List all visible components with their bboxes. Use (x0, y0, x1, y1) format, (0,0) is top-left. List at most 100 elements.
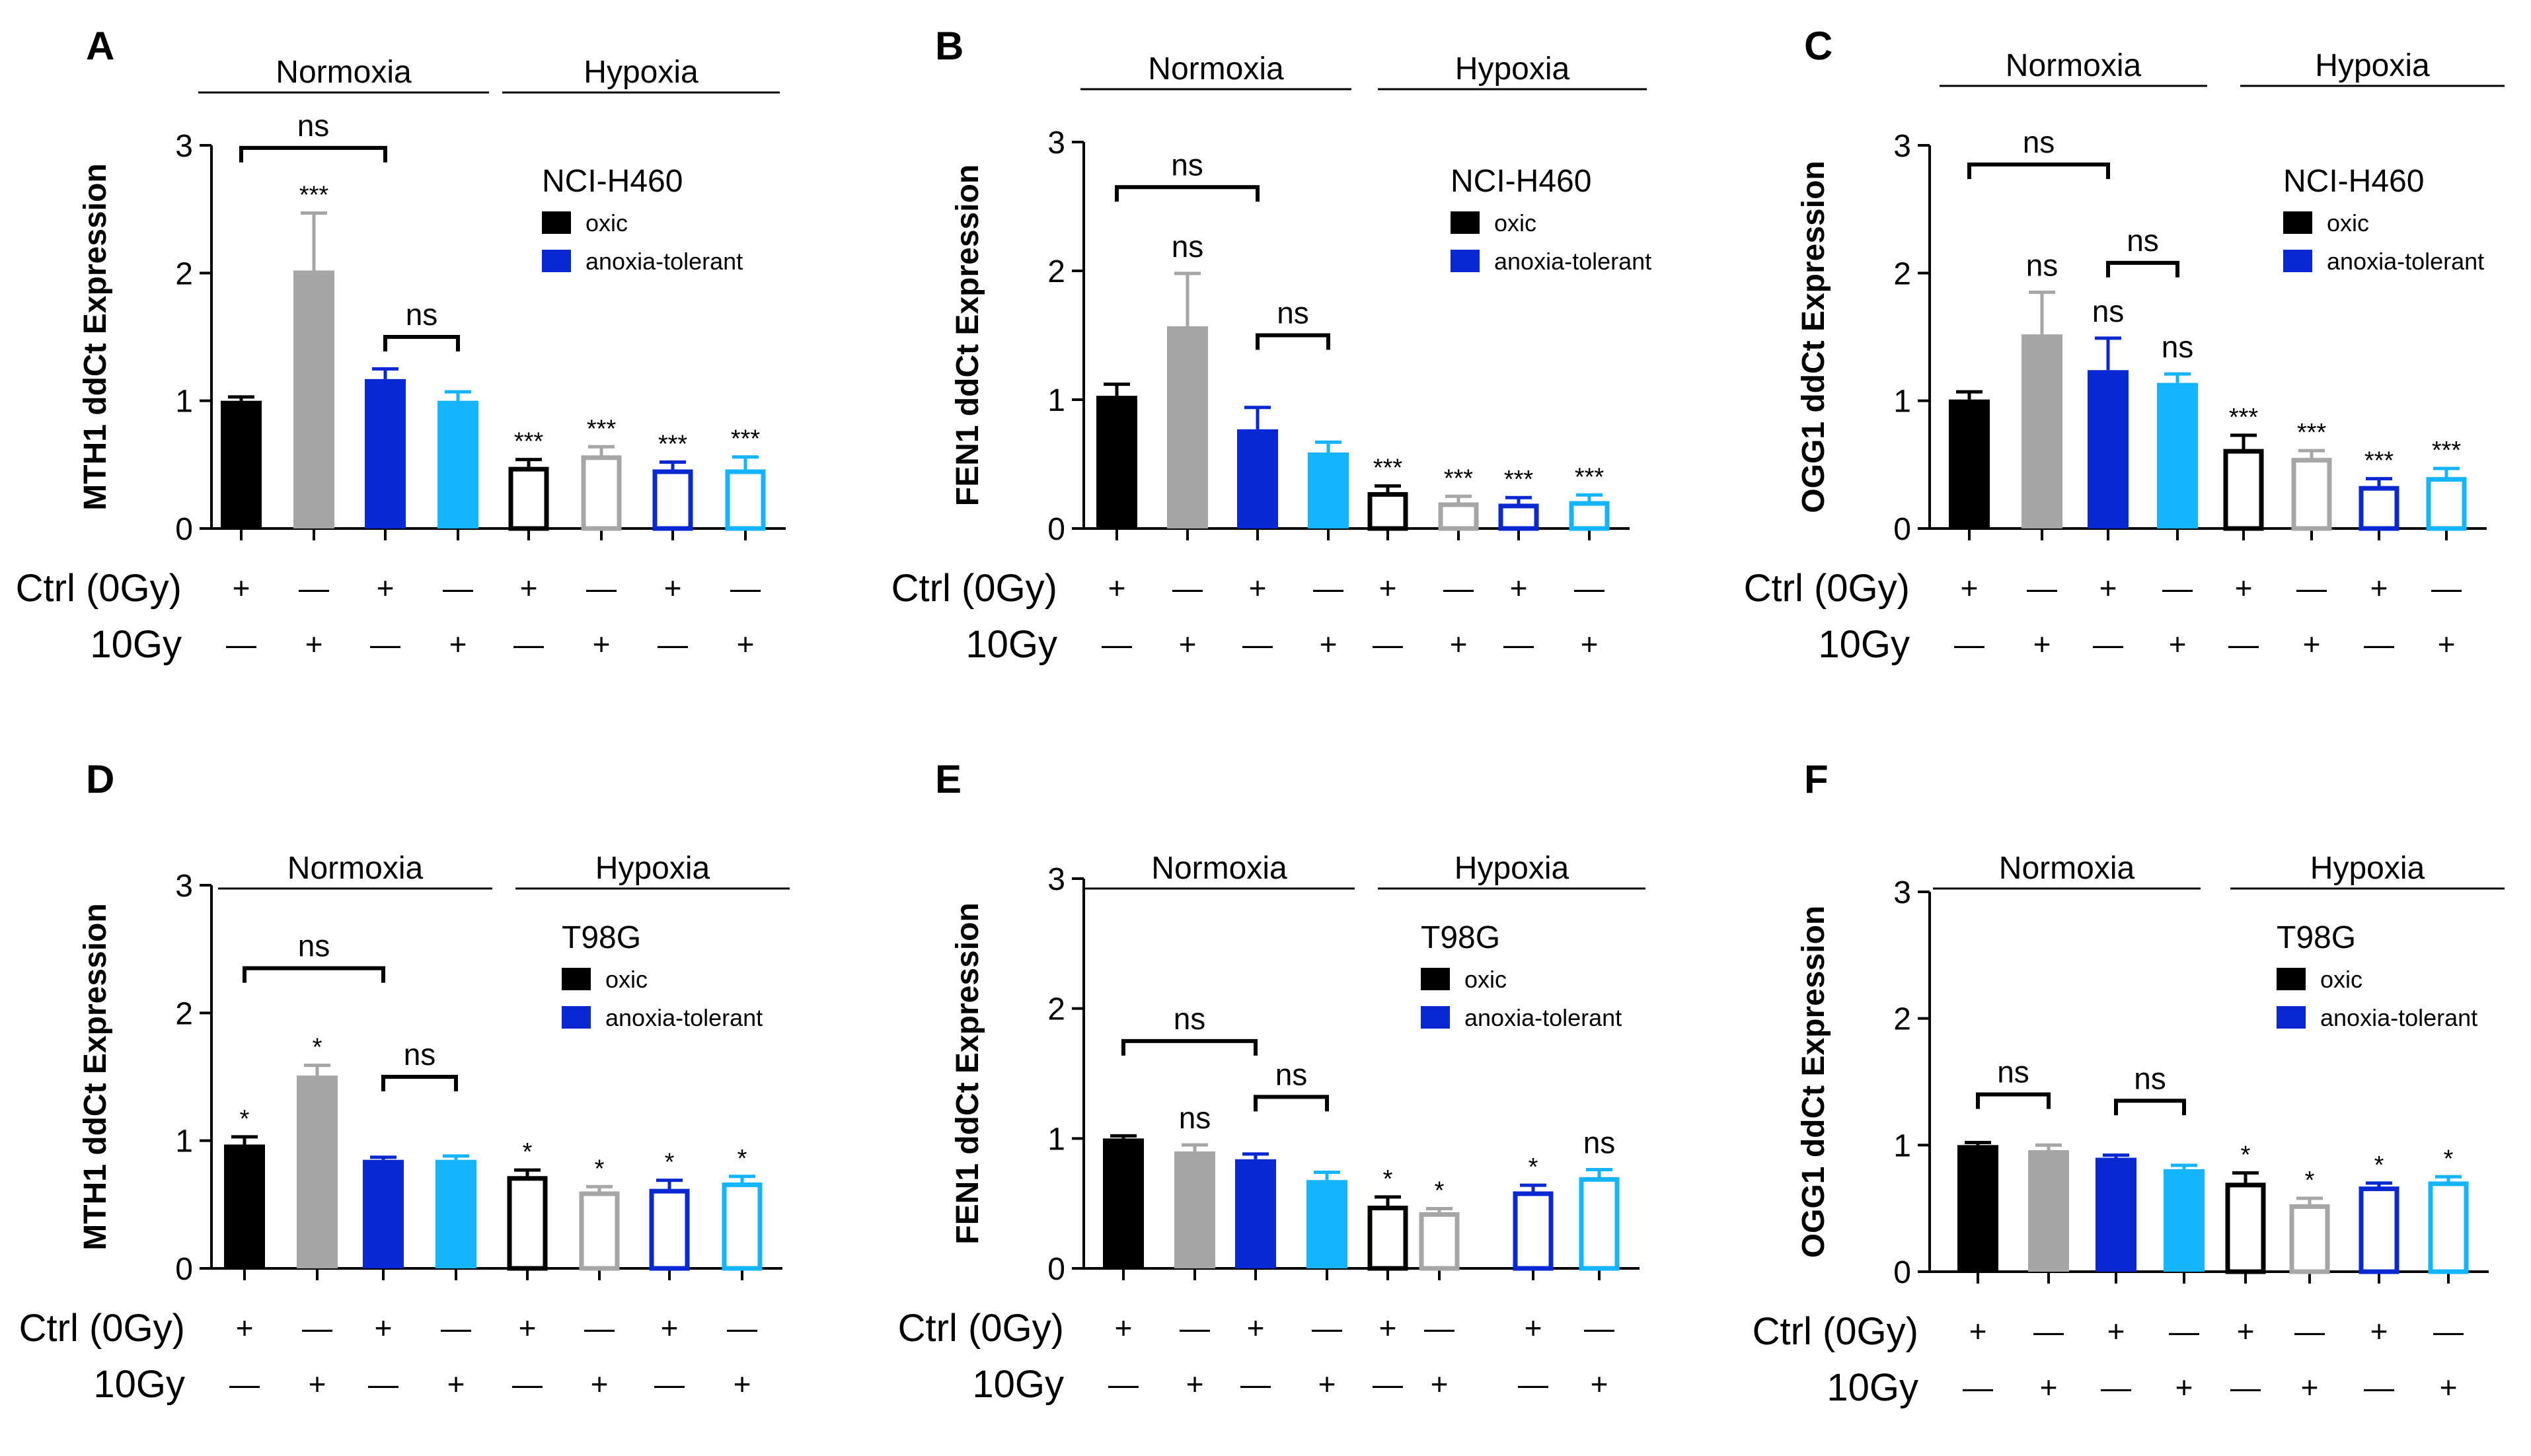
significance-label: ns (1179, 1101, 1211, 1135)
legend-swatch (542, 211, 571, 234)
significance-label: * (737, 1145, 747, 1173)
gy-sign: — (1240, 1367, 1271, 1401)
bar (435, 1159, 476, 1268)
gy-sign: + (1581, 627, 1599, 661)
significance-label: *** (2297, 419, 2327, 447)
ctrl-sign: — (2027, 571, 2057, 605)
bracket-label: ns (297, 108, 330, 143)
bar (437, 400, 478, 528)
gy-sign: + (309, 1367, 326, 1401)
gy-row-label: 10Gy (90, 623, 182, 666)
significance-label: * (313, 1034, 322, 1062)
ctrl-sign: — (1443, 571, 1474, 605)
bar (2164, 1169, 2205, 1272)
y-tick-label: 1 (175, 384, 193, 419)
y-tick-label: 2 (1047, 992, 1065, 1027)
ctrl-row-label: Ctrl (0Gy) (1753, 1310, 1918, 1353)
ctrl-sign: + (375, 1311, 393, 1345)
gy-sign: + (2303, 627, 2321, 661)
normoxia-label: Normoxia (1999, 851, 2135, 886)
significance-label: *** (1504, 466, 1534, 493)
y-tick-label: 1 (1893, 1128, 1911, 1163)
bracket-label: ns (404, 1037, 436, 1072)
ctrl-sign: — (586, 571, 617, 605)
legend-swatch (562, 1006, 591, 1029)
ctrl-row-label: Ctrl (0Gy) (891, 567, 1057, 610)
gy-sign: + (2438, 627, 2456, 661)
gy-sign: — (1108, 1367, 1139, 1401)
ctrl-sign: + (519, 1311, 537, 1345)
normoxia-label: Normoxia (1148, 52, 1284, 87)
gy-sign: — (1503, 627, 1534, 661)
gy-sign: + (737, 627, 755, 661)
ctrl-row-label: Ctrl (0Gy) (898, 1307, 1064, 1350)
legend-swatch (2277, 968, 2306, 990)
comparison-bracket (381, 1075, 458, 1091)
gy-sign: + (2169, 627, 2187, 661)
bar (2291, 458, 2332, 531)
ctrl-sign: — (727, 1311, 757, 1345)
bar (365, 379, 406, 528)
ctrl-sign: — (2033, 1314, 2064, 1348)
gy-sign: — (1954, 627, 1984, 661)
gy-sign: + (447, 1367, 465, 1401)
gy-sign: + (305, 627, 323, 661)
y-tick-label: 2 (1893, 1002, 1911, 1037)
gy-sign: + (2040, 1370, 2058, 1404)
significance-label: * (2444, 1145, 2454, 1173)
legend-label: oxic (2320, 966, 2362, 993)
ctrl-sign: + (1969, 1314, 1987, 1348)
ctrl-sign: — (1312, 1311, 1342, 1345)
bar (649, 1188, 690, 1271)
bar (2359, 1186, 2399, 1274)
ctrl-sign: + (661, 1311, 679, 1345)
bar (1103, 1138, 1144, 1268)
bracket-label: ns (2023, 125, 2055, 159)
legend-swatch (2283, 211, 2312, 234)
bar (1096, 396, 1137, 528)
significance-label: * (665, 1149, 675, 1177)
chart-panel-F: F Normoxia Hypoxia 0 1 2 3 OGG1 ddCt Expression… (1753, 757, 2505, 1409)
bar (1235, 1159, 1276, 1268)
significance-label: *** (1444, 464, 1474, 492)
hypoxia-label: Hypoxia (595, 851, 710, 886)
ctrl-sign: — (443, 571, 473, 605)
y-tick-label: 3 (175, 129, 193, 164)
ctrl-sign: — (1180, 1311, 1210, 1345)
y-axis-label: OGG1 ddCt Expression (1796, 161, 1831, 513)
y-tick-label: 0 (1893, 1255, 1911, 1290)
ctrl-sign: + (236, 1311, 254, 1345)
gy-sign: + (2033, 627, 2051, 661)
ctrl-sign: — (2169, 1314, 2199, 1348)
comparison-bracket (1967, 163, 2110, 179)
gy-sign: — (2230, 1370, 2261, 1404)
bar (1438, 502, 1479, 531)
gy-row-label: 10Gy (965, 623, 1057, 666)
y-axis-label: MTH1 ddCt Expression (78, 163, 113, 510)
significance-label: *** (587, 415, 617, 443)
gy-sign: — (512, 1367, 543, 1401)
significance-label: * (240, 1105, 250, 1133)
gy-sign: + (1318, 1367, 1336, 1401)
bracket-label: ns (298, 929, 330, 963)
significance-label: ns (2162, 330, 2194, 364)
legend-label: oxic (605, 966, 648, 993)
ctrl-sign: + (233, 571, 250, 605)
ctrl-sign: — (299, 571, 329, 605)
significance-label: * (1383, 1165, 1393, 1193)
ctrl-sign: + (1379, 1311, 1397, 1345)
gy-sign: + (593, 627, 611, 661)
ctrl-sign: — (1584, 1311, 1614, 1345)
gy-sign: + (591, 1367, 609, 1401)
ctrl-sign: + (520, 571, 538, 605)
legend-swatch (542, 250, 571, 272)
gy-sign: — (2364, 627, 2394, 661)
chart-panel-D: D Normoxia Hypoxia 0 1 2 3 MTH1 ddCt Expression… (19, 757, 790, 1406)
legend-label: anoxia-tolerant (1494, 248, 1651, 275)
bar (579, 1191, 620, 1271)
ctrl-row-label: Ctrl (0Gy) (19, 1307, 185, 1350)
significance-label: *** (731, 425, 761, 453)
chart-panel-B: B Normoxia Hypoxia 0 1 2 3 FEN1 ddCt Expression… (891, 24, 1651, 666)
panel-letter: C (1804, 24, 1832, 68)
ctrl-row-label: Ctrl (0Gy) (1744, 567, 1910, 610)
